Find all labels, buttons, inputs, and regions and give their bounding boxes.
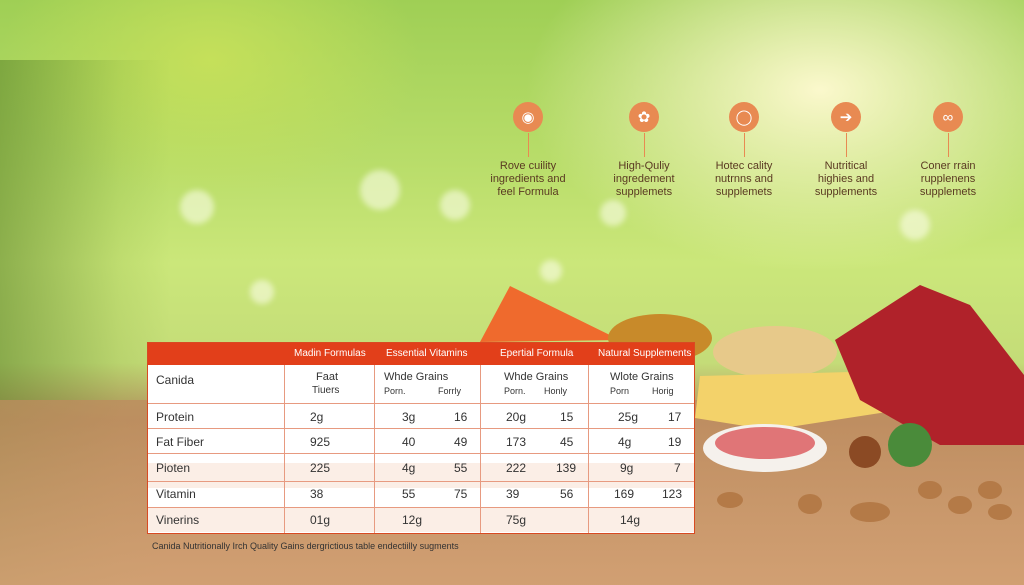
table-cell: 12g [402,513,423,527]
bokeh-light [250,280,274,304]
feature-line: supplemets [919,186,977,198]
table-cell: Honly [544,386,568,396]
feature-line: Hotec cality [715,160,773,172]
table-cell: 7 [674,461,681,475]
table-cell: 39 [506,487,520,501]
table-cell: 139 [556,461,577,475]
feature-line: feel Formula [497,186,559,198]
feature-line: rupplenens [920,173,976,185]
table-cell: 173 [506,435,527,449]
bulb-icon: ◉ [513,102,543,132]
food-illustration [480,285,1024,522]
feature-line: ingredement [613,173,675,185]
bokeh-light [900,210,930,240]
table-cell: 38 [310,487,324,501]
nutrition-table: Madin Formulas Essential Vitamins Eperti… [147,342,695,534]
column-header: Essential Vitamins [386,348,468,359]
table-row-label: Pioten [156,461,191,475]
feature-line: highies and [817,173,875,185]
table-cell: 225 [310,461,331,475]
table-row-label: Protein [156,410,195,424]
table-cell: 56 [560,487,574,501]
table-cell: Tiuers [312,385,340,396]
table-cell: 222 [506,461,527,475]
table-cell: Horig [652,386,674,396]
feature-2: ✿ High-Quliy ingredement supplemets [584,102,704,199]
feature-line: Nutritical [824,160,868,172]
table-row-label: Fat Fiber [156,435,205,449]
table-cell: Faat [316,371,339,383]
raw-meat [835,285,1024,445]
feature-line: supplemets [615,186,673,198]
table-cell: Wlote Grains [610,371,674,383]
column-header: Natural Supplements [598,348,692,359]
table-cell: 15 [560,410,574,424]
table-cell: 75 [454,487,468,501]
swirl-icon: ∞ [933,102,963,132]
column-header: Madin Formulas [294,348,366,359]
table-cell: 16 [454,410,468,424]
table-row-label: Vinerins [156,513,200,527]
table-cell: 25g [618,410,639,424]
rice-bowl [713,326,837,378]
table-cell: 40 [402,435,416,449]
table-cell: Whde Grains [504,371,569,383]
table-cell: 4g [402,461,416,475]
table-cell: 4g [618,435,632,449]
table-cell: 9g [620,461,634,475]
feature-1: ◉ Rove cuility ingredients and feel Form… [468,102,588,199]
table-cell: 20g [506,410,527,424]
table-cell: 75g [506,513,527,527]
leaf-icon: ✿ [629,102,659,132]
bokeh-light [440,190,470,220]
feature-line: supplemets [715,186,773,198]
bokeh-light [600,200,626,226]
salmon-slice [480,286,620,342]
feature-line: Rove cuility [499,160,557,172]
table-cell: 123 [662,487,683,501]
table-caption: Canida Nutritionally Irch Quality Gains … [152,541,459,551]
table-row-label: Canida [156,373,195,387]
feature-5: ∞ Coner rrain rupplenens supplemets [888,102,1008,199]
spices [849,436,881,468]
arrow-icon: ➔ [831,102,861,132]
table-cell: 14g [620,513,641,527]
table-cell: 19 [668,435,682,449]
feature-line: ingredients and [490,173,566,185]
table-header [148,343,694,365]
table-cell: 925 [310,435,331,449]
table-cell: 55 [402,487,416,501]
table-cell: Whde Grains [384,371,449,383]
table-cell: Forrly [438,386,461,396]
nuts [717,481,1012,522]
table-cell: 49 [454,435,468,449]
feature-line: High-Quliy [618,160,670,172]
table-row-label: Vitamin [156,487,196,501]
table-cell: 2g [310,410,324,424]
feature-3: ◯ Hotec cality nutrnns and supplemets [684,102,804,199]
table-cell: Porn. [384,386,406,396]
feature-line: nutrnns and [714,173,774,185]
table-cell: 3g [402,410,416,424]
feature-line: Coner rrain [920,160,976,172]
column-header: Epertial Formula [500,348,574,359]
table-cell: 55 [454,461,468,475]
table-cell: 169 [614,487,635,501]
cheese-block [695,372,900,430]
feature-4: ➔ Nutritical highies and supplements [786,102,906,199]
bowl-icon: ◯ [729,102,759,132]
table-cell: 01g [310,513,331,527]
herbs [888,423,932,467]
feature-line: supplements [814,186,878,198]
table-cell: 17 [668,410,682,424]
table-cell: 45 [560,435,574,449]
bokeh-light [180,190,214,224]
table-cell: Porn [610,386,630,396]
table-cell: Porn. [504,386,526,396]
bokeh-light [540,260,562,282]
ham-slice [715,427,815,459]
bokeh-light [360,170,400,210]
